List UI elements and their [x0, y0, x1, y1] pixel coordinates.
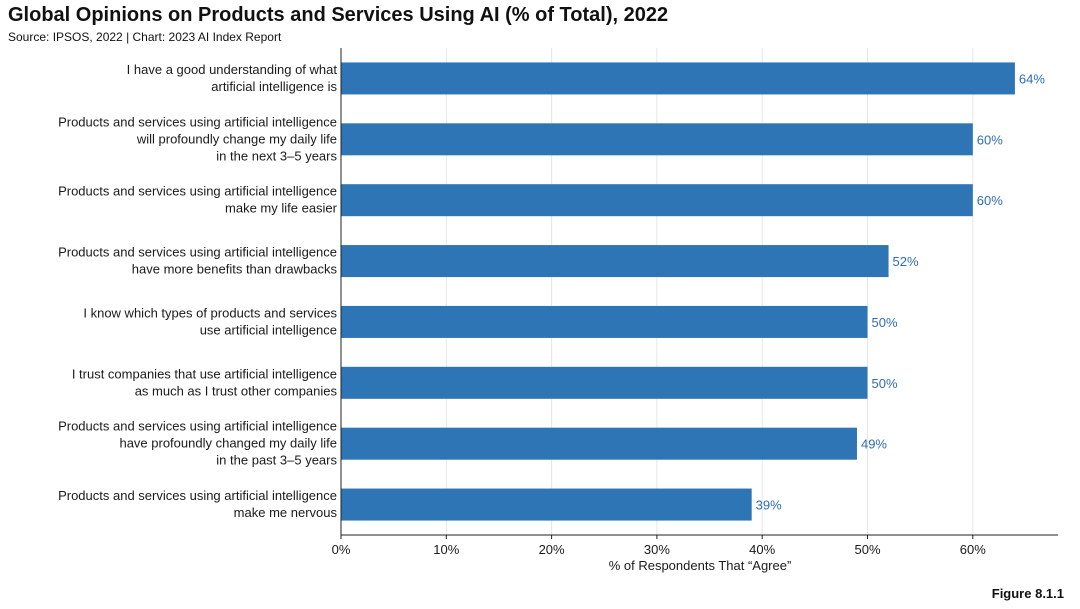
bars [341, 62, 1015, 521]
bar [341, 184, 973, 217]
category-label: make my life easier [225, 201, 338, 216]
value-label: 60% [977, 193, 1003, 208]
category-label: have more benefits than drawbacks [132, 262, 338, 277]
value-label: 39% [756, 498, 782, 513]
category-label: make me nervous [234, 505, 338, 520]
value-labels: 64% 60% 60% 52% 50% 50% 49% 39% [756, 71, 1046, 512]
value-label: 64% [1019, 71, 1045, 86]
value-label: 50% [872, 315, 898, 330]
category-label: Products and services using artificial i… [58, 184, 337, 199]
category-label: I have a good understanding of what [127, 62, 338, 77]
x-tick-label: 40% [749, 542, 775, 557]
bar [341, 366, 868, 399]
bar [341, 123, 973, 156]
category-label: Products and services using artificial i… [58, 419, 337, 434]
category-label: in the next 3–5 years [216, 148, 337, 163]
category-label: have profoundly changed my daily life [119, 436, 337, 451]
value-label: 49% [861, 437, 887, 452]
bar [341, 245, 889, 278]
bar [341, 488, 752, 521]
x-tick-label: 50% [854, 542, 880, 557]
bar [341, 427, 857, 460]
category-label: I trust companies that use artificial in… [72, 366, 337, 381]
axes [340, 48, 1058, 536]
figure-label: Figure 8.1.1 [991, 586, 1064, 601]
category-label: Products and services using artificial i… [58, 245, 337, 260]
x-tick-label: 10% [433, 542, 459, 557]
category-label: use artificial intelligence [200, 322, 337, 337]
x-axis-title: % of Respondents That “Agree” [609, 558, 792, 573]
x-tick-label: 20% [539, 542, 565, 557]
category-label: Products and services using artificial i… [58, 488, 337, 503]
category-labels: I have a good understanding of what artif… [58, 62, 338, 520]
value-label: 60% [977, 132, 1003, 147]
category-label: Products and services using artificial i… [58, 114, 337, 129]
value-label: 52% [893, 254, 919, 269]
x-tick-label: 30% [644, 542, 670, 557]
category-label: will profoundly change my daily life [136, 131, 337, 146]
x-tick-label: 60% [960, 542, 986, 557]
value-label: 50% [872, 376, 898, 391]
gridlines [445, 48, 974, 535]
bar [341, 305, 868, 338]
x-tick-label: 0% [332, 542, 351, 557]
category-label: I know which types of products and servi… [83, 305, 337, 320]
category-label: as much as I trust other companies [135, 383, 338, 398]
x-tick-labels: 0% 10% 20% 30% 40% 50% 60% [332, 535, 986, 557]
chart-title: Global Opinions on Products and Services… [8, 4, 669, 26]
category-label: artificial intelligence is [211, 79, 337, 94]
chart-subtitle: Source: IPSOS, 2022 | Chart: 2023 AI Ind… [8, 30, 282, 44]
bar [341, 62, 1015, 95]
category-label: in the past 3–5 years [216, 453, 337, 468]
